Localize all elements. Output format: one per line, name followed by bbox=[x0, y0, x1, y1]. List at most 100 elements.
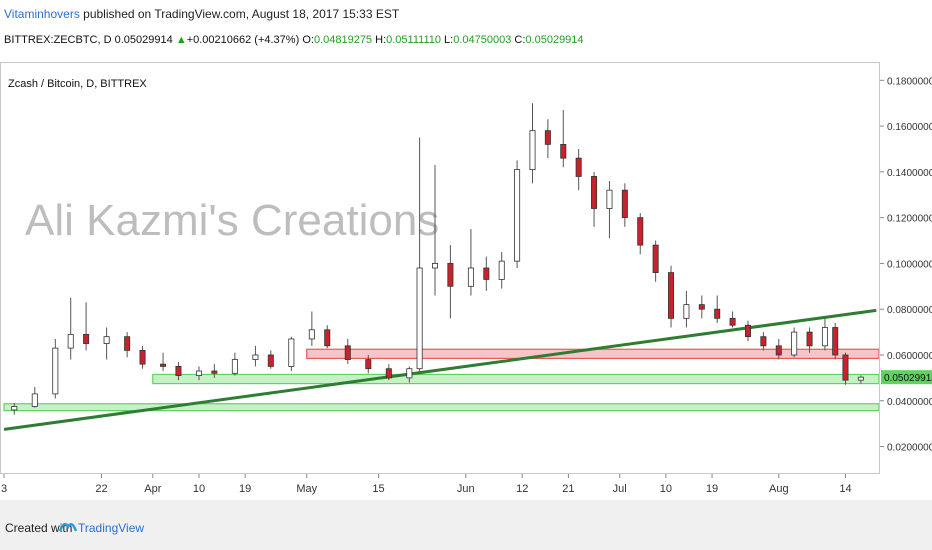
chart-area[interactable] bbox=[0, 62, 880, 474]
x-tick-label: 15 bbox=[372, 483, 384, 495]
candle-body bbox=[324, 329, 331, 347]
candle-body bbox=[806, 331, 813, 347]
candle-body bbox=[467, 267, 474, 287]
candle-body bbox=[821, 327, 828, 347]
candle-body bbox=[842, 354, 849, 381]
high-label: H: bbox=[375, 34, 387, 46]
candle-body bbox=[195, 370, 202, 376]
close-value: 0.05029914 bbox=[525, 34, 584, 46]
open-label: O: bbox=[302, 34, 314, 46]
x-tick-label: 19 bbox=[706, 483, 718, 495]
candle-body bbox=[416, 267, 423, 370]
trendline bbox=[3, 308, 877, 431]
candle-body bbox=[67, 333, 74, 349]
candle-body bbox=[698, 304, 705, 310]
candle-body bbox=[575, 157, 582, 177]
x-tick-label: 10 bbox=[193, 483, 205, 495]
candle-body bbox=[621, 189, 628, 219]
candle-body bbox=[103, 336, 110, 344]
candle-body bbox=[11, 406, 18, 411]
candle-body bbox=[683, 304, 690, 319]
candle-body bbox=[544, 130, 551, 145]
candle-body bbox=[857, 376, 864, 381]
symbol: BITTREX:ZECBTC, D bbox=[4, 34, 112, 46]
x-tick-label: 22 bbox=[95, 483, 107, 495]
candle-body bbox=[344, 345, 351, 360]
publisher-line: Vitaminhovers published on TradingView.c… bbox=[4, 7, 399, 21]
last-value: 0.05029914 bbox=[114, 34, 173, 46]
open-value: 0.04819275 bbox=[313, 34, 373, 46]
candle-body bbox=[211, 370, 218, 374]
author-link[interactable]: Vitaminhovers bbox=[4, 7, 80, 21]
x-tick-label: Jul bbox=[613, 483, 627, 495]
low-label: L: bbox=[444, 34, 454, 46]
change-value: +0.00210662 (+4.37%) bbox=[186, 34, 300, 46]
candle-body bbox=[498, 260, 505, 280]
candle-body bbox=[832, 327, 839, 356]
candle-body bbox=[139, 349, 146, 365]
x-tick-label: 19 bbox=[239, 483, 251, 495]
candle-body bbox=[385, 368, 392, 379]
candle-body bbox=[365, 359, 372, 370]
chart-title: Zcash / Bitcoin, D, BITTREX bbox=[8, 78, 147, 90]
candle-body bbox=[560, 143, 567, 159]
high-value: 0.05111110 bbox=[386, 34, 441, 46]
candle-body bbox=[31, 393, 38, 407]
up-arrow-icon: ▲ bbox=[175, 34, 187, 46]
x-tick-label: May bbox=[296, 483, 317, 495]
x-tick-label: 3 bbox=[1, 483, 7, 495]
candle-body bbox=[83, 333, 90, 344]
low-value: 0.04750003 bbox=[453, 34, 512, 46]
created-with-text: Created with bbox=[5, 521, 73, 535]
candle-body bbox=[308, 329, 315, 340]
candle-body bbox=[483, 267, 490, 280]
candle-body bbox=[775, 345, 782, 356]
quote-line: BITTREX:ZECBTC, D 0.05029914 ▲+0.0021066… bbox=[4, 34, 584, 46]
last-price-label: 0.05029914 bbox=[884, 373, 932, 384]
close-label: C: bbox=[514, 34, 526, 46]
x-tick-label: 12 bbox=[516, 483, 528, 495]
candle-body bbox=[714, 308, 721, 319]
x-tick-label: 21 bbox=[562, 483, 574, 495]
candle-body bbox=[160, 363, 167, 367]
support-zone bbox=[152, 373, 879, 385]
watermark: Ali Kazmi's Creations bbox=[25, 196, 440, 245]
candle-body bbox=[791, 331, 798, 356]
x-tick-label: Aug bbox=[769, 483, 789, 495]
x-tick-label: 14 bbox=[839, 483, 851, 495]
candle-body bbox=[514, 169, 521, 262]
candle-body bbox=[52, 347, 59, 395]
tradingview-brand[interactable]: TradingView bbox=[78, 521, 145, 535]
x-tick-label: 10 bbox=[660, 483, 672, 495]
candle-body bbox=[606, 189, 613, 209]
candle-body bbox=[637, 217, 644, 246]
candle-body bbox=[744, 324, 751, 338]
candle-body bbox=[267, 354, 274, 367]
candle-body bbox=[760, 336, 767, 347]
candle-body bbox=[652, 244, 659, 273]
candle-body bbox=[447, 263, 454, 287]
candle-body bbox=[591, 176, 598, 209]
candle-body bbox=[252, 354, 259, 360]
candle-body bbox=[529, 130, 536, 170]
x-tick-label: Apr bbox=[144, 483, 161, 495]
support-zone bbox=[3, 403, 879, 412]
candle-body bbox=[288, 338, 295, 367]
candle-body bbox=[406, 368, 413, 379]
candle-body bbox=[729, 317, 736, 326]
x-tick-label: Jun bbox=[457, 483, 475, 495]
candle-body bbox=[175, 366, 182, 376]
candle-body bbox=[668, 272, 675, 319]
candle-body bbox=[231, 359, 238, 374]
last-price-badge bbox=[881, 370, 932, 385]
